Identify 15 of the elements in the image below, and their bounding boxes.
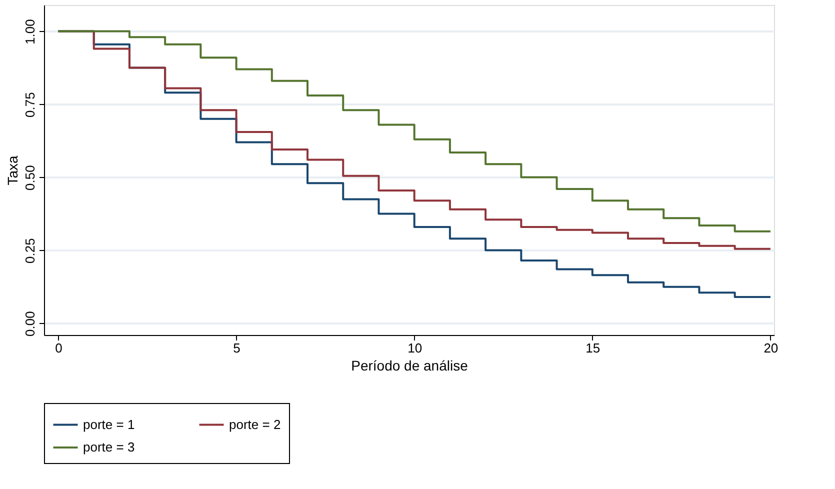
x-tick-label: 15	[586, 340, 600, 356]
legend-label: porte = 1	[83, 416, 135, 432]
legend-label: porte = 3	[83, 440, 135, 454]
y-tick-label: 0.50	[22, 165, 38, 190]
legend-label: porte = 2	[229, 416, 281, 432]
y-tick-label: 1.00	[22, 19, 38, 44]
x-axis-title: Período de análise	[351, 358, 468, 374]
y-axis-title: Taxa	[4, 156, 20, 186]
y-tick-label: 0.00	[22, 311, 38, 336]
y-tick-label: 0.75	[22, 92, 38, 118]
y-tick-label: 0.25	[22, 238, 38, 264]
x-tick-label: 20	[764, 340, 778, 356]
x-tick-label: 5	[233, 340, 240, 356]
x-tick-label: 10	[408, 340, 422, 356]
x-tick-label: 0	[55, 340, 62, 356]
